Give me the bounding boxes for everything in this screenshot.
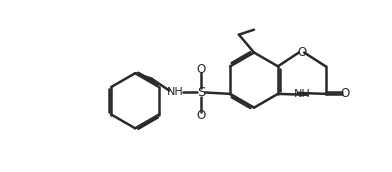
Text: NH: NH (167, 88, 183, 98)
Text: O: O (197, 109, 206, 122)
Text: O: O (340, 87, 350, 100)
Text: S: S (197, 86, 205, 99)
Text: NH: NH (294, 89, 311, 99)
Text: O: O (197, 63, 206, 76)
Text: O: O (297, 46, 307, 59)
